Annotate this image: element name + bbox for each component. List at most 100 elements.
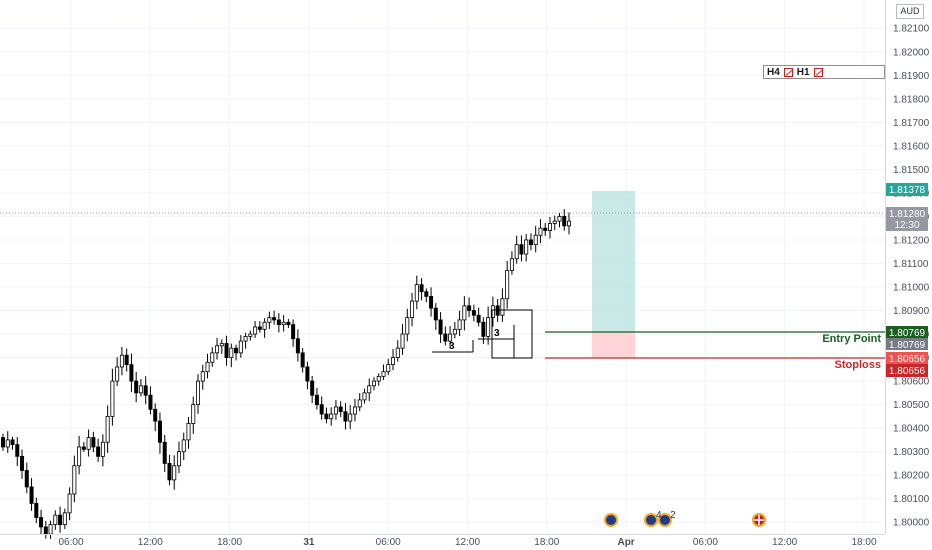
- candle-body: [10, 439, 15, 446]
- time-tick-label: Apr: [617, 537, 634, 548]
- candle-body: [72, 465, 77, 495]
- candle-body: [243, 335, 248, 342]
- price-tick-label: 1.80500: [893, 400, 930, 411]
- candle-body: [519, 244, 524, 255]
- range-box-2-count: 3: [494, 328, 500, 339]
- price-tick-label: 1.80200: [893, 471, 930, 482]
- candle-body: [200, 371, 205, 382]
- svg-text:1.80769: 1.80769: [889, 328, 926, 339]
- price-tick-label: 1.80900: [893, 306, 930, 317]
- candle-body: [210, 352, 215, 363]
- candle-body: [110, 380, 115, 417]
- candle-body: [53, 514, 58, 525]
- candle-body: [43, 526, 48, 535]
- candle-body: [410, 300, 415, 318]
- candle-body: [495, 305, 500, 316]
- time-axis[interactable]: 06:00 12:00 18:00 31 06:00 12:00 18:00 Apr 06:00…: [58, 537, 876, 548]
- current-price-tag: 1.81280 12:30: [886, 207, 928, 231]
- target-price-tag: 1.81378: [886, 183, 928, 196]
- price-axis[interactable]: 1.82100 1.82000 1.81900 1.81800 1.81700 1.816…: [893, 24, 930, 529]
- candle-body: [276, 319, 281, 326]
- time-tick-label: 18:00: [217, 537, 242, 548]
- range-box-1[interactable]: 3: [432, 340, 474, 353]
- price-tick-label: 1.81700: [893, 118, 930, 129]
- candle-body: [376, 375, 381, 382]
- svg-text:2: 2: [670, 510, 676, 521]
- candles: [0, 209, 572, 539]
- range-box-1-count: 3: [449, 341, 455, 352]
- candle-body: [400, 333, 405, 349]
- h1-trend-icon: [813, 67, 823, 77]
- candle-body: [371, 380, 376, 387]
- candle-body: [362, 392, 367, 401]
- candle-body: [538, 227, 543, 236]
- candle-body: [129, 364, 134, 382]
- price-tick-label: 1.80000: [893, 518, 930, 529]
- candle-body: [433, 307, 438, 321]
- candle-body: [124, 354, 129, 366]
- candle-body: [457, 319, 462, 330]
- candle-body: [452, 328, 457, 335]
- entry-point-label: Entry Point: [822, 333, 881, 345]
- time-tick-label: 06:00: [376, 537, 401, 548]
- candle-body: [115, 366, 120, 382]
- candle-body: [34, 503, 39, 518]
- range-box-2[interactable]: 3: [478, 309, 533, 359]
- currency-badge[interactable]: AUD: [896, 4, 924, 19]
- candle-body: [524, 239, 529, 255]
- event-icon-gb[interactable]: [752, 513, 766, 527]
- candle-body: [429, 296, 434, 309]
- candle-body: [15, 444, 20, 457]
- candle-body: [176, 451, 181, 467]
- price-tick-label: 1.81000: [893, 282, 930, 293]
- candle-body: [81, 446, 86, 450]
- candle-body: [224, 343, 229, 358]
- price-tick-label: 1.81900: [893, 71, 930, 82]
- candle-body: [105, 415, 110, 443]
- countdown-timer: 12:30: [894, 220, 919, 231]
- candle-body: [267, 317, 272, 323]
- candle-body: [191, 404, 196, 424]
- candle-body: [248, 333, 253, 337]
- event-icon-au-2[interactable]: 4 2: [644, 510, 676, 527]
- entry-price-tag: 1.80769 1.80769: [886, 326, 928, 351]
- candle-body: [329, 413, 334, 420]
- candle-body: [262, 321, 267, 330]
- svg-text:1.81378: 1.81378: [889, 185, 926, 196]
- candle-body: [562, 216, 567, 227]
- candle-body: [414, 284, 419, 302]
- candle-body: [86, 437, 91, 450]
- candle-body: [300, 352, 305, 368]
- candle-body: [229, 347, 234, 358]
- price-tick-label: 1.81200: [893, 235, 930, 246]
- timeframe-indicator[interactable]: H4 H1: [763, 65, 885, 79]
- svg-text:1.81280: 1.81280: [889, 209, 926, 220]
- candle-body: [39, 517, 44, 528]
- stop-price-tag: 1.80656 1.80656: [886, 352, 928, 377]
- candle-body: [367, 385, 372, 394]
- time-tick-label: 18:00: [534, 537, 559, 548]
- price-tick-label: 1.81500: [893, 165, 930, 176]
- candle-body: [533, 234, 538, 246]
- candle-body: [234, 347, 239, 354]
- candle-body: [543, 227, 548, 231]
- candle-body: [48, 524, 53, 535]
- candle-body: [381, 371, 386, 377]
- time-tick-label: 06:00: [58, 537, 83, 548]
- candle-body: [467, 305, 472, 311]
- profit-zone: [592, 191, 635, 332]
- candle-body: [205, 361, 210, 373]
- svg-text:1.80769: 1.80769: [889, 340, 926, 351]
- candle-body: [338, 406, 343, 413]
- candle-body: [471, 310, 476, 316]
- price-tick-label: 1.82100: [893, 24, 930, 35]
- candle-body: [100, 441, 105, 457]
- candle-body: [486, 317, 491, 337]
- svg-text:1.80656: 1.80656: [889, 366, 926, 377]
- price-tick-label: 1.81100: [893, 259, 929, 270]
- event-icon-au-1[interactable]: [604, 513, 618, 527]
- candle-body: [391, 357, 396, 366]
- svg-text:4: 4: [656, 510, 662, 521]
- candle-body: [281, 321, 286, 326]
